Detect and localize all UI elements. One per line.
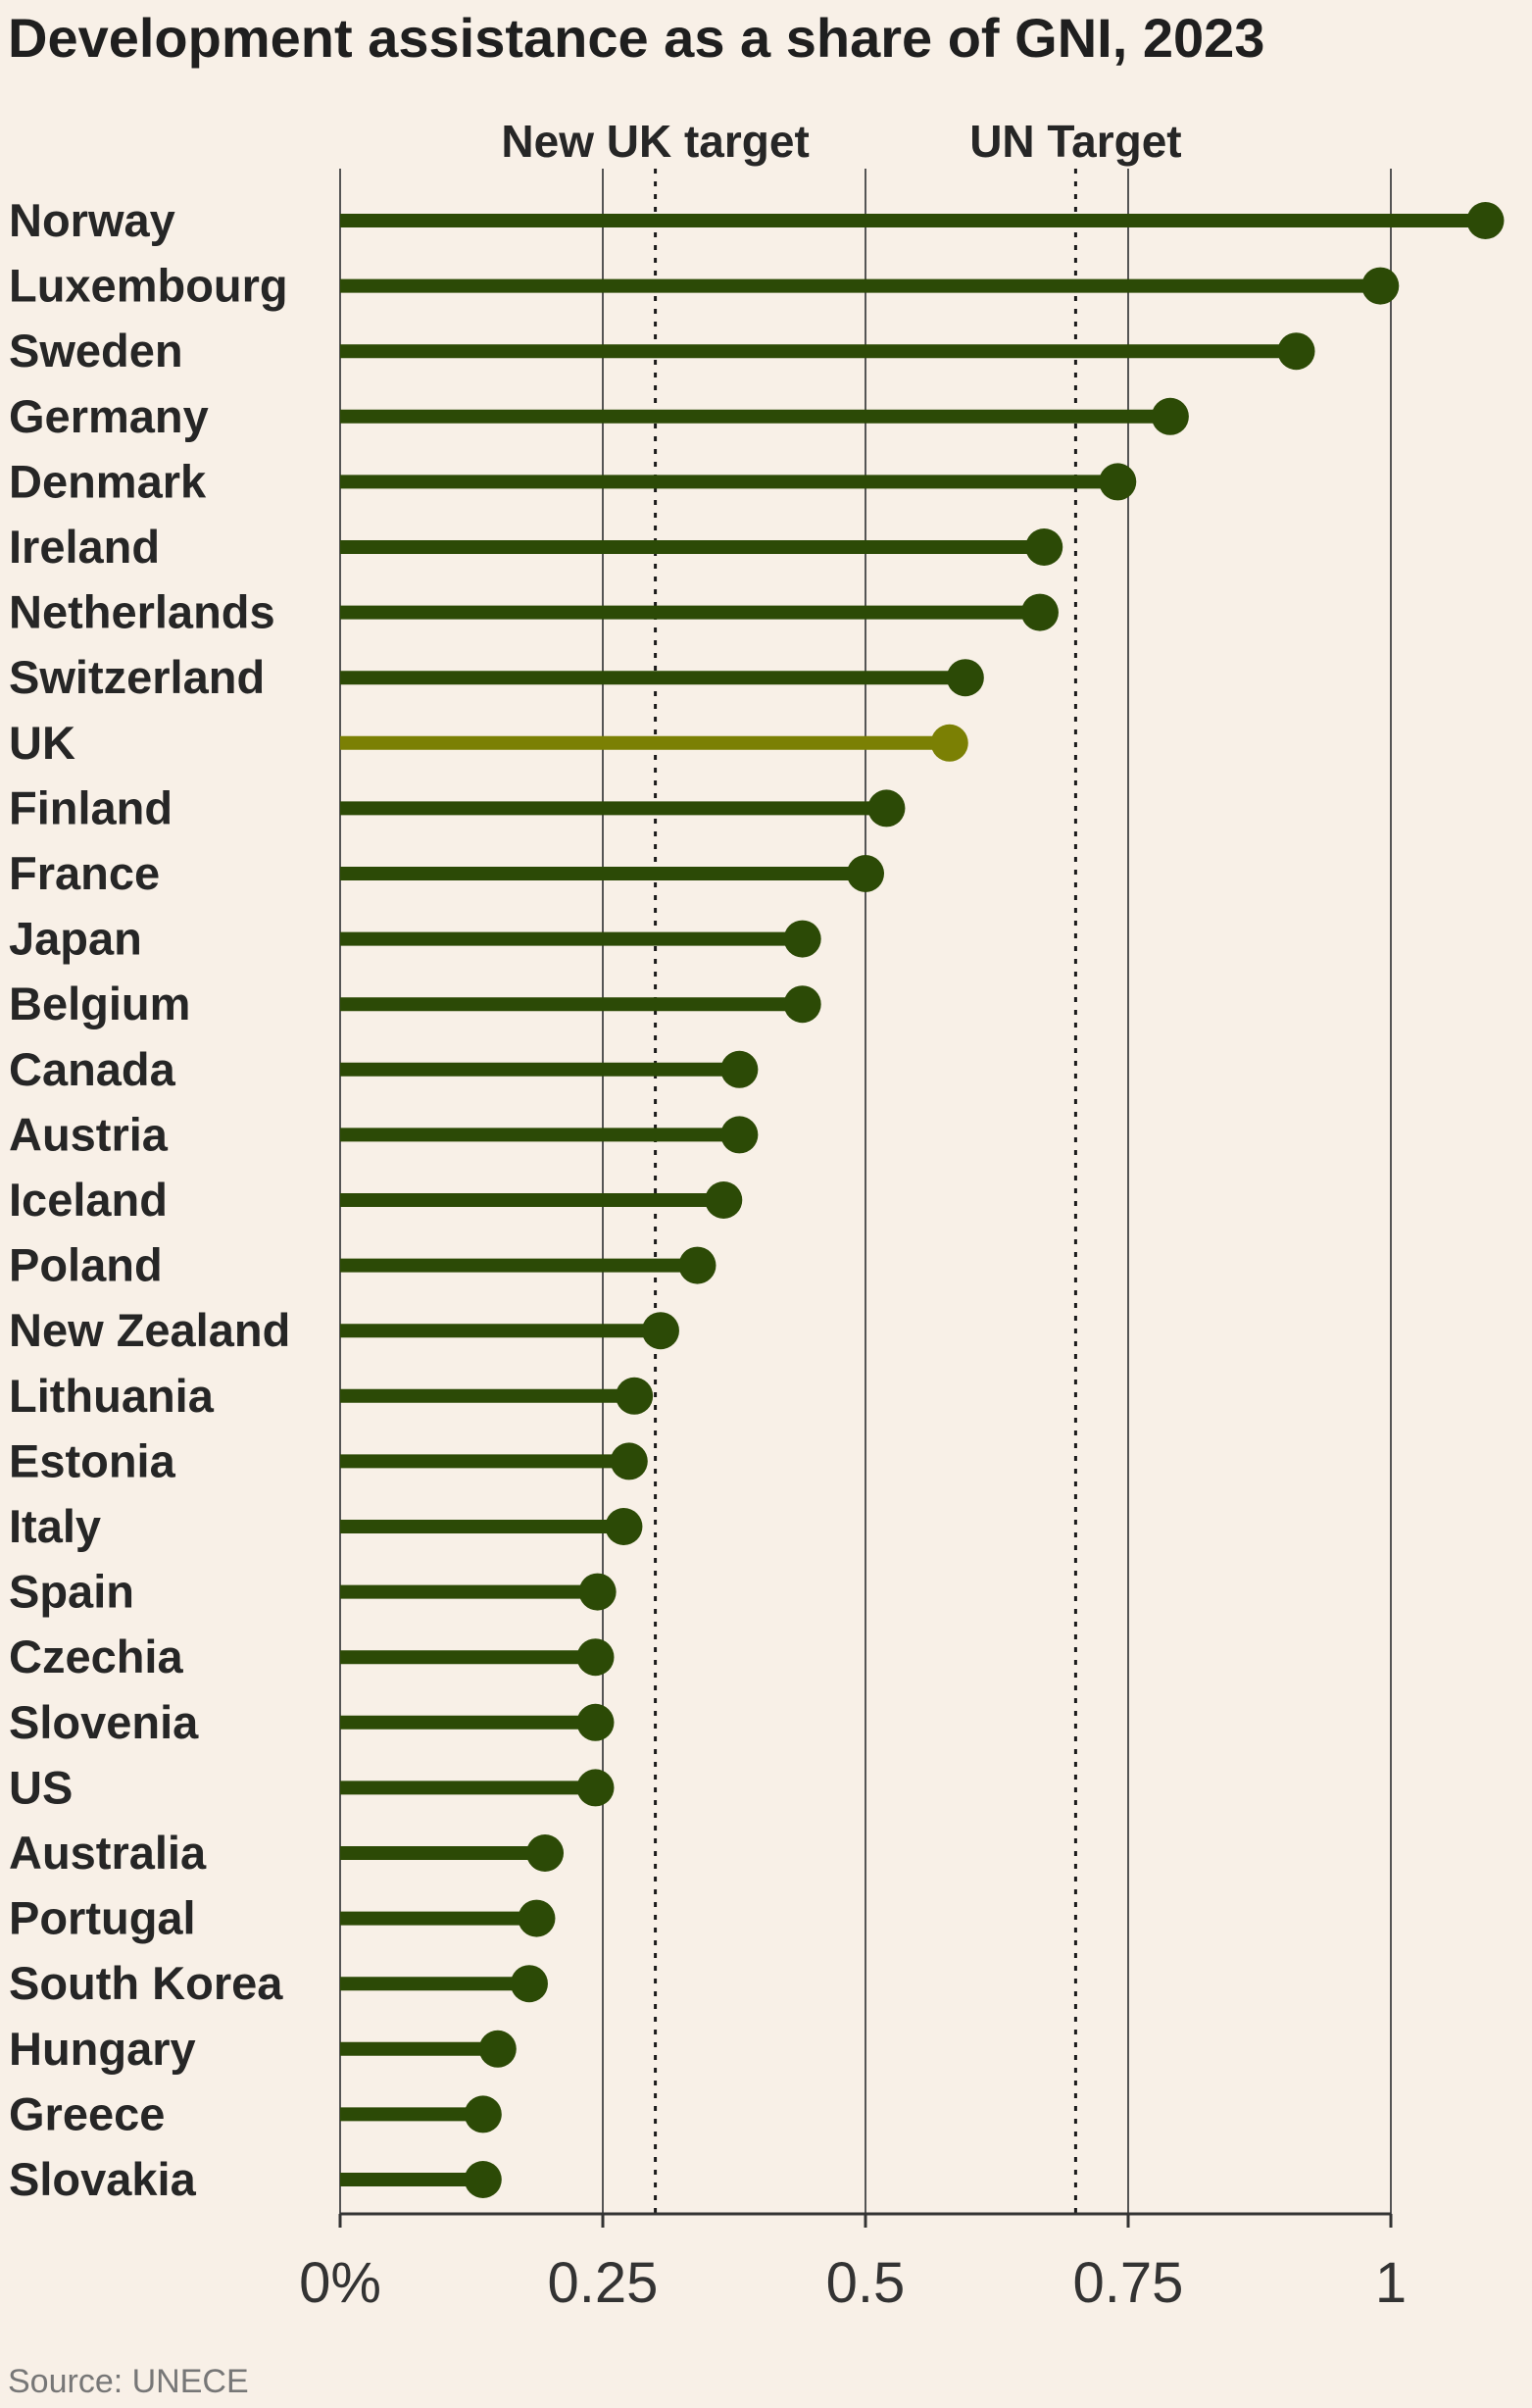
x-tick-label-4: 1 xyxy=(1375,2251,1407,2315)
dot-15 xyxy=(705,1181,743,1219)
reference-label-0: New UK target xyxy=(501,116,809,167)
category-label-11: Japan xyxy=(9,913,142,965)
category-label-17: New Zealand xyxy=(9,1304,290,1356)
dot-27 xyxy=(510,1965,548,2003)
dot-7 xyxy=(946,659,984,697)
chart-title: Development assistance as a share of GNI… xyxy=(8,7,1264,69)
category-label-14: Austria xyxy=(9,1108,169,1160)
dot-1 xyxy=(1361,267,1400,305)
dot-18 xyxy=(616,1377,654,1415)
reference-lines: New UK target UN Target xyxy=(501,116,1182,2214)
dot-26 xyxy=(518,1899,556,1937)
dot-8 xyxy=(930,724,968,762)
category-label-8: UK xyxy=(9,717,75,769)
dot-9 xyxy=(867,789,906,828)
dot-24 xyxy=(576,1769,615,1807)
category-label-25: Australia xyxy=(9,1827,207,1879)
reference-label-1: UN Target xyxy=(969,116,1181,167)
dot-23 xyxy=(576,1703,615,1741)
dot-2 xyxy=(1277,332,1315,371)
source-note: Source: UNECE xyxy=(8,2363,249,2400)
x-tick-label-2: 0.5 xyxy=(826,2251,906,2315)
x-tick-label-0: 0% xyxy=(299,2251,381,2315)
dot-19 xyxy=(610,1442,648,1480)
dot-29 xyxy=(464,2095,502,2133)
dot-6 xyxy=(1020,593,1059,631)
category-label-26: Portugal xyxy=(9,1892,196,1944)
dot-21 xyxy=(578,1573,617,1611)
category-label-1: Luxembourg xyxy=(9,260,288,312)
category-label-12: Belgium xyxy=(9,978,190,1029)
dot-10 xyxy=(847,855,884,892)
dot-17 xyxy=(641,1312,679,1350)
category-label-27: South Korea xyxy=(9,1957,283,2009)
dot-3 xyxy=(1151,397,1189,435)
x-axis: 0% 0.25 0.5 0.75 1 xyxy=(299,2212,1407,2315)
category-label-4: Denmark xyxy=(9,455,207,507)
dot-13 xyxy=(720,1050,759,1088)
category-label-5: Ireland xyxy=(9,521,160,573)
dot-20 xyxy=(605,1508,643,1545)
category-label-21: Spain xyxy=(9,1566,134,1618)
dot-16 xyxy=(678,1246,717,1284)
category-label-15: Iceland xyxy=(9,1174,168,1226)
category-label-18: Lithuania xyxy=(9,1370,215,1422)
gridlines xyxy=(339,169,1392,2214)
x-tick-label-3: 0.75 xyxy=(1073,2251,1184,2315)
category-label-30: Slovakia xyxy=(9,2153,197,2205)
category-label-6: Netherlands xyxy=(9,586,275,638)
category-label-9: Finland xyxy=(9,781,173,833)
category-label-0: Norway xyxy=(9,194,175,246)
dot-5 xyxy=(1025,528,1063,566)
category-label-22: Czechia xyxy=(9,1630,183,1682)
category-label-2: Sweden xyxy=(9,325,183,376)
category-label-3: Germany xyxy=(9,390,209,442)
category-label-20: Italy xyxy=(9,1500,101,1552)
category-label-28: Hungary xyxy=(9,2023,196,2075)
category-label-13: Canada xyxy=(9,1043,176,1095)
category-label-10: France xyxy=(9,847,160,899)
category-label-7: Switzerland xyxy=(9,651,265,703)
dot-30 xyxy=(464,2161,502,2198)
category-label-29: Greece xyxy=(9,2087,165,2139)
dot-11 xyxy=(783,920,821,958)
category-labels: Norway Luxembourg Sweden Germany Denmark Irel… xyxy=(9,194,290,2205)
category-label-19: Estonia xyxy=(9,1434,176,1486)
dot-4 xyxy=(1099,463,1137,501)
category-label-24: US xyxy=(9,1761,73,1813)
dot-25 xyxy=(526,1834,565,1872)
dot-0 xyxy=(1466,202,1505,239)
x-tick-label-1: 0.25 xyxy=(548,2251,659,2315)
dot-12 xyxy=(783,985,821,1024)
dot-22 xyxy=(576,1638,615,1677)
lollipop-series xyxy=(340,202,1505,2198)
dot-28 xyxy=(478,2030,517,2068)
dot-14 xyxy=(720,1116,759,1154)
category-label-16: Poland xyxy=(9,1239,163,1291)
category-label-23: Slovenia xyxy=(9,1696,199,1748)
